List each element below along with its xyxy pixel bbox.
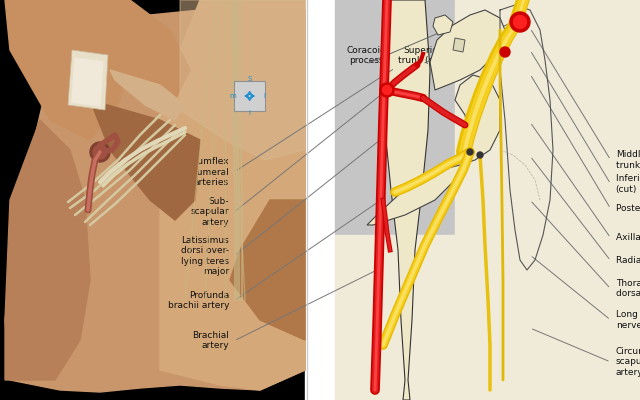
Polygon shape [433,15,453,35]
Text: Profunda
brachii artery: Profunda brachii artery [168,291,229,310]
Text: S: S [248,76,252,82]
Circle shape [90,142,110,162]
Text: Inferior trunk
(cut): Inferior trunk (cut) [616,174,640,194]
Circle shape [383,86,392,94]
Polygon shape [335,0,545,235]
Polygon shape [90,100,200,220]
Polygon shape [5,5,305,392]
Polygon shape [305,0,640,400]
Polygon shape [5,0,130,140]
Polygon shape [72,58,103,106]
Text: I: I [248,110,251,116]
Circle shape [380,83,394,97]
Circle shape [513,16,527,28]
Polygon shape [453,38,465,52]
Polygon shape [335,235,545,400]
Text: Axillary nerve: Axillary nerve [616,234,640,242]
Circle shape [93,145,107,159]
Circle shape [467,149,473,155]
Text: Brachial
artery: Brachial artery [192,331,229,350]
Text: Thoraco-
dorsal nerve: Thoraco- dorsal nerve [616,279,640,298]
Polygon shape [367,75,500,225]
Text: Coracoid
process: Coracoid process [346,46,386,65]
Text: Radial nerve: Radial nerve [616,256,640,265]
Text: Long thoracic
nerve: Long thoracic nerve [616,310,640,330]
Text: Superior
trunk (cut): Superior trunk (cut) [398,46,447,65]
Text: Sub-
scapular
artery: Sub- scapular artery [191,197,229,227]
Text: Posterior cord: Posterior cord [616,204,640,213]
Polygon shape [455,0,640,400]
Polygon shape [5,120,90,380]
Circle shape [510,12,530,32]
Text: Middle
trunk (cut): Middle trunk (cut) [616,150,640,170]
Polygon shape [383,0,430,400]
Text: Circumflex
scapular
artery: Circumflex scapular artery [616,347,640,377]
Polygon shape [50,0,190,100]
Polygon shape [180,0,305,160]
Circle shape [500,47,510,57]
Polygon shape [68,50,108,110]
Text: m: m [229,93,236,99]
Text: Circumflex
humeral
arteries: Circumflex humeral arteries [180,157,229,187]
Polygon shape [430,10,505,90]
Polygon shape [230,200,305,340]
Text: Latissimus
dorsi over-
lying teres
major: Latissimus dorsi over- lying teres major [181,236,229,276]
Polygon shape [160,0,305,390]
Circle shape [477,152,483,158]
Polygon shape [110,70,185,120]
Polygon shape [0,0,305,400]
Text: l: l [263,93,265,99]
FancyBboxPatch shape [234,81,265,111]
